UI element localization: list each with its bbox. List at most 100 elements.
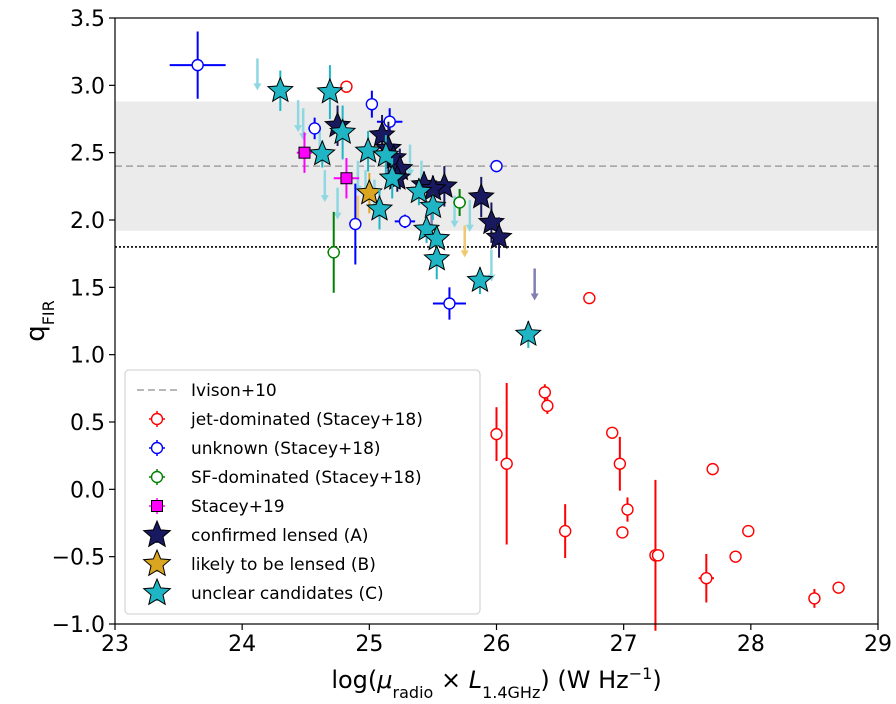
circle-marker [349, 217, 362, 231]
legend-box [124, 369, 481, 615]
circle-marker [832, 581, 845, 594]
square-marker [151, 500, 163, 512]
upper-limit-head [253, 83, 262, 91]
star-marker [142, 577, 172, 606]
upper-limit-head [294, 125, 303, 133]
upper-limit [294, 100, 303, 133]
label-part: ) (W Hz [540, 666, 628, 694]
x-tick-label: 24 [228, 632, 256, 657]
upper-limit-head [333, 212, 342, 220]
y-tick-label: 2.0 [70, 209, 105, 234]
circle-marker [742, 524, 755, 538]
star-marker [467, 182, 495, 209]
circle-marker [308, 122, 321, 135]
label-part: −1 [629, 664, 653, 683]
label-part: ) [652, 666, 661, 694]
y-tick-label: 0.5 [70, 411, 105, 436]
upper-limit-head [320, 195, 329, 203]
label-part: 1.4GHz [482, 683, 540, 702]
circle-marker [398, 215, 412, 228]
x-tick-label: 23 [101, 632, 129, 657]
circle-marker [383, 115, 396, 128]
circle-marker [340, 80, 353, 93]
square-marker [340, 172, 353, 185]
star-marker [419, 192, 447, 219]
star-marker [466, 266, 494, 293]
star-marker [485, 223, 513, 250]
legend-label: jet-dominated (Stacey+18) [190, 410, 423, 430]
label-part: radio [393, 683, 434, 702]
star-marker [405, 177, 433, 204]
x-axis-label: log(μradio × L1.4GHz) (W Hz−1) [331, 664, 661, 702]
circle-marker [150, 441, 164, 455]
circle-marker [613, 457, 627, 470]
upper-limit [333, 187, 342, 220]
circle-marker [191, 58, 204, 72]
upper-limit-head [450, 220, 459, 228]
circle-marker [490, 427, 503, 441]
circle-marker [729, 550, 742, 563]
circle-marker [558, 524, 572, 538]
x-tick-label: 28 [737, 632, 765, 657]
star-marker [142, 548, 172, 577]
star-marker [378, 164, 406, 190]
upper-limit-head [406, 169, 415, 177]
upper-limit [320, 170, 329, 203]
circle-marker [443, 297, 456, 310]
x-tick-label: 29 [864, 632, 892, 657]
circle-marker [541, 399, 554, 413]
y-tick-label: 1.5 [70, 276, 105, 301]
star-marker [142, 519, 172, 548]
circle-marker [490, 159, 503, 173]
upper-limit [465, 199, 474, 232]
legend-label: Ivison+10 [191, 381, 277, 401]
y-tick-label: 1.0 [70, 344, 105, 369]
legend-label: unclear candidates (C) [191, 584, 384, 604]
upper-limit-head [460, 250, 469, 258]
y-tick-label: 3.0 [70, 74, 105, 99]
circle-marker [500, 457, 513, 470]
x-tick-label: 25 [355, 632, 383, 657]
label-part: × [433, 666, 468, 694]
legend-label: SF-dominated (Stacey+18) [191, 468, 422, 488]
star-marker [514, 320, 542, 347]
x-tick-label: 26 [483, 632, 511, 657]
square-marker [298, 146, 311, 159]
y-tick-label: 2.5 [70, 142, 105, 167]
star-marker [355, 178, 383, 205]
upper-limit [253, 58, 262, 91]
star-marker [316, 77, 344, 104]
circle-marker [651, 549, 665, 562]
star-marker [354, 136, 382, 163]
circle-marker [583, 291, 596, 305]
star-marker [423, 244, 451, 271]
label-part: FIR [39, 300, 58, 325]
circle-marker [621, 503, 634, 516]
circle-marker [808, 592, 821, 605]
legend: Ivison+10 jet-dominated (Stacey+18) unknow… [124, 369, 481, 615]
legend-label: confirmed lensed (A) [191, 526, 369, 546]
legend-label: Stacey+19 [191, 497, 285, 517]
star-marker [308, 139, 336, 166]
circle-marker [538, 386, 552, 399]
circle-marker [706, 462, 719, 476]
y-tick-label: −1.0 [52, 613, 105, 638]
label-part: q [21, 325, 51, 342]
y-axis-label: qFIR [21, 300, 58, 342]
legend-label: likely to be lensed (B) [191, 555, 376, 575]
circle-marker [616, 526, 629, 539]
circle-marker [606, 426, 619, 439]
circle-marker [150, 412, 164, 426]
upper-limit [530, 268, 539, 301]
upper-limit [460, 225, 469, 258]
upper-limit-head [465, 224, 474, 232]
star-marker [329, 118, 357, 145]
circle-marker [365, 97, 379, 111]
y-tick-label: −0.5 [52, 546, 105, 571]
circle-marker [150, 470, 164, 484]
label-part: L [469, 666, 482, 694]
label-part: log( [331, 666, 377, 694]
upper-limit-head [530, 293, 539, 301]
star-marker [266, 76, 294, 103]
